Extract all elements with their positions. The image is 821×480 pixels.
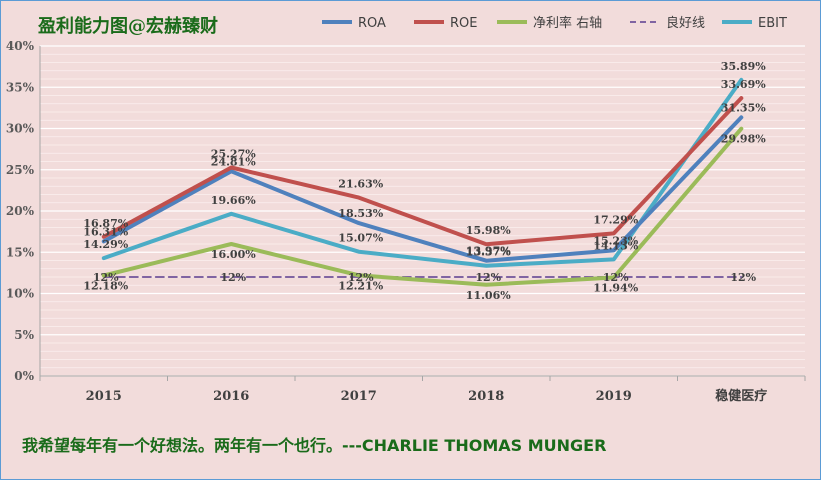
- x-tick-label: 稳健医疗: [715, 388, 767, 404]
- legend: ROA ROE 净利率 右轴 良好线 EBIT: [322, 15, 787, 31]
- data-label: 16.00%: [211, 248, 256, 261]
- data-labels: 16.31% 24.81% 18.53% 13.97% 15.23% 31.35% 16.8…: [83, 60, 766, 302]
- data-label: 25.27%: [211, 148, 256, 161]
- data-label: 31.35%: [721, 101, 766, 114]
- data-label: 12.18%: [83, 280, 128, 293]
- legend-label: 净利率 右轴: [533, 15, 602, 31]
- data-label: 16.31%: [83, 225, 128, 238]
- data-label: 16.87%: [83, 217, 128, 230]
- series-line-ROE: [101, 96, 744, 247]
- y-tick-label: 25%: [6, 163, 35, 177]
- data-label: 12%: [475, 271, 501, 284]
- x-tick-label: 2018: [468, 389, 504, 404]
- data-label: 35.89%: [721, 60, 766, 73]
- data-label: 33.69%: [721, 78, 766, 91]
- y-tick-label: 15%: [6, 245, 35, 259]
- data-label: 11.94%: [593, 281, 638, 294]
- series-lines: [101, 77, 744, 287]
- data-label: 13.37%: [466, 246, 511, 259]
- data-label: 14.13%: [593, 239, 638, 252]
- x-tick-label: 2017: [341, 389, 377, 404]
- data-label: 12%: [348, 271, 374, 284]
- axes: 0% 5% 10% 15% 20% 25% 30% 35% 40% 2015 2016 2017 201…: [6, 39, 806, 404]
- data-label: 15.23%: [593, 234, 638, 247]
- series-line-净利率 右轴: [101, 126, 744, 287]
- data-label: 15.07%: [338, 232, 383, 245]
- y-tick-label: 20%: [6, 204, 35, 218]
- data-label: 17.29%: [593, 213, 638, 226]
- data-label: 15.98%: [466, 224, 511, 237]
- y-tick-label: 5%: [14, 328, 34, 342]
- data-label: 12%: [603, 271, 629, 284]
- data-label: 24.81%: [211, 155, 256, 168]
- data-label: 12%: [730, 271, 756, 284]
- data-label: 14.29%: [83, 238, 128, 251]
- legend-label: ROA: [358, 16, 386, 31]
- y-tick-label: 10%: [6, 287, 35, 301]
- y-tick-label: 0%: [14, 369, 34, 383]
- x-tick-label: 2015: [86, 389, 122, 404]
- data-label: 29.98%: [721, 133, 766, 146]
- series-line-ROA: [101, 115, 744, 263]
- x-tick-label: 2019: [596, 389, 632, 404]
- data-label: 11.06%: [466, 289, 511, 302]
- x-tick-label: 2016: [213, 389, 249, 404]
- y-tick-label: 35%: [6, 80, 35, 94]
- data-label: 12%: [220, 271, 246, 284]
- data-label: 19.66%: [211, 194, 256, 207]
- quote-text: 我希望每年有一个好想法。两年有一个也行。---CHARLIE THOMAS MU…: [22, 436, 607, 455]
- legend-label: EBIT: [758, 16, 787, 31]
- data-label: 13.97%: [466, 245, 511, 258]
- chart-title: 盈利能力图@宏赫臻财: [37, 15, 218, 37]
- y-tick-label: 30%: [6, 122, 35, 136]
- data-label: 18.53%: [338, 207, 383, 220]
- data-label: 12%: [93, 271, 119, 284]
- legend-label: ROE: [450, 16, 477, 31]
- legend-label: 良好线: [666, 15, 705, 31]
- data-label: 21.63%: [338, 178, 383, 191]
- y-tick-label: 40%: [6, 39, 35, 53]
- data-label: 12.21%: [338, 279, 383, 292]
